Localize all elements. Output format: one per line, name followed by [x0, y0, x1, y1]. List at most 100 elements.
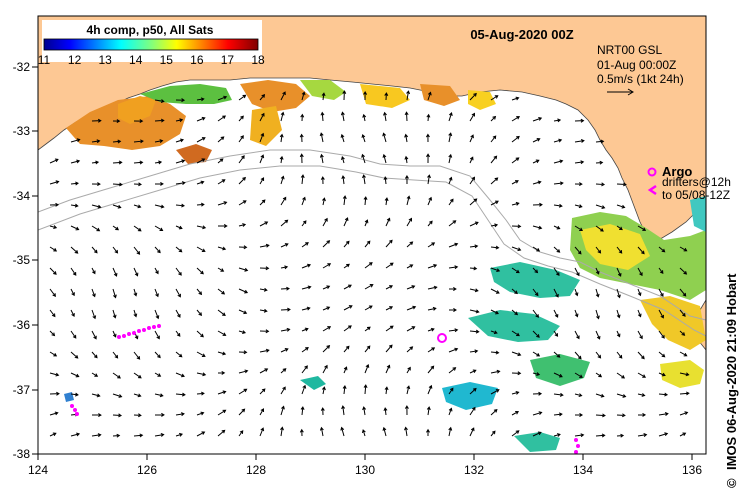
current-arrow [91, 118, 102, 123]
current-arrow [340, 111, 345, 122]
current-arrow [574, 267, 580, 277]
current-arrow [637, 288, 642, 297]
current-arrow [301, 242, 309, 248]
current-arrow [70, 267, 77, 276]
current-arrow [427, 327, 435, 332]
current-arrow [616, 182, 627, 187]
current-arrow [154, 181, 164, 186]
current-arrow [490, 369, 501, 374]
current-arrow [299, 428, 304, 437]
current-arrow [595, 204, 606, 209]
current-arrow [133, 182, 142, 187]
current-arrow [342, 195, 347, 206]
current-arrow [574, 139, 585, 143]
current-arrow [595, 225, 604, 232]
current-arrow [490, 350, 500, 355]
current-arrow [70, 246, 79, 254]
current-arrow [343, 366, 348, 374]
credit-label: IMOS 06-Aug-2020 21:09 Hobart [724, 273, 739, 470]
current-arrow [511, 135, 520, 143]
colorbar-label: 17 [221, 53, 235, 67]
current-arrow [406, 195, 411, 206]
current-arrow [322, 326, 332, 332]
current-arrow [469, 266, 478, 271]
current-arrow [238, 176, 246, 185]
current-arrow [322, 197, 326, 206]
currents-time-label: 01-Aug 00:00Z [597, 58, 676, 72]
current-arrow [364, 305, 373, 311]
current-arrow [112, 182, 123, 187]
argo-symbol-icon [647, 167, 657, 177]
current-arrow [616, 330, 621, 338]
current-arrow [217, 409, 227, 416]
current-arrow [382, 426, 387, 437]
current-arrow [301, 365, 308, 374]
current-arrow [175, 203, 185, 208]
plot-frame [37, 15, 707, 455]
current-arrow [112, 413, 122, 418]
current-arrow [382, 153, 387, 164]
current-arrow [574, 160, 585, 165]
latitude-axis: -32 -33 -34 -35 -36 -37 -38 [13, 60, 38, 461]
current-arrow [511, 410, 520, 416]
current-arrow [658, 392, 669, 397]
current-arrow [363, 91, 368, 101]
current-arrow [469, 427, 475, 437]
current-arrow [406, 90, 411, 101]
current-arrow [70, 392, 79, 397]
current-arrow [595, 330, 601, 340]
current-arrow [574, 288, 579, 297]
current-arrow [343, 345, 350, 353]
current-arrow [70, 203, 79, 208]
current-arrow [553, 118, 562, 123]
current-arrow [70, 372, 80, 378]
current-arrow [340, 426, 345, 437]
current-arrow [49, 372, 60, 377]
current-arrow [469, 92, 477, 101]
current-arrow [511, 309, 519, 316]
colorbar-title: 4h comp, p50, All Sats [87, 23, 214, 37]
colorbar-label: 12 [68, 53, 82, 67]
current-arrow [404, 133, 409, 143]
current-arrow [616, 225, 623, 231]
current-arrow [658, 412, 669, 416]
current-arrow [322, 345, 331, 353]
current-arrow [196, 330, 204, 338]
current-arrow [91, 204, 102, 209]
current-arrow [469, 349, 479, 354]
current-arrow [91, 372, 99, 377]
current-arrow [511, 430, 520, 437]
current-arrow [616, 351, 623, 359]
current-arrow [385, 239, 393, 248]
current-arrow [217, 390, 227, 395]
current-arrow [574, 393, 583, 398]
current-arrow [91, 182, 101, 187]
current-arrow [448, 132, 453, 143]
current-arrow [511, 288, 518, 295]
current-arrow [553, 372, 563, 378]
current-arrow [91, 246, 98, 254]
argo-float-marker[interactable] [437, 333, 447, 343]
current-arrow [427, 347, 436, 353]
current-arrow [340, 133, 345, 143]
current-arrow [322, 217, 328, 227]
current-arrow [112, 204, 122, 209]
current-arrow [511, 96, 520, 101]
current-arrow [595, 160, 604, 165]
current-arrow [553, 330, 559, 337]
current-arrow [175, 267, 182, 276]
current-arrow [341, 175, 346, 185]
current-arrow [196, 202, 205, 207]
current-arrow [404, 405, 409, 416]
current-arrow [532, 202, 543, 207]
current-arrow [175, 225, 183, 230]
current-arrow [70, 159, 81, 164]
current-arrow [511, 267, 520, 274]
current-arrow [238, 330, 247, 335]
current-arrow [616, 267, 622, 277]
current-arrow [404, 426, 408, 437]
current-arrow [448, 176, 453, 185]
colorbar-label: 11 [38, 53, 51, 67]
current-arrow [154, 433, 165, 437]
current-arrow [112, 288, 117, 299]
